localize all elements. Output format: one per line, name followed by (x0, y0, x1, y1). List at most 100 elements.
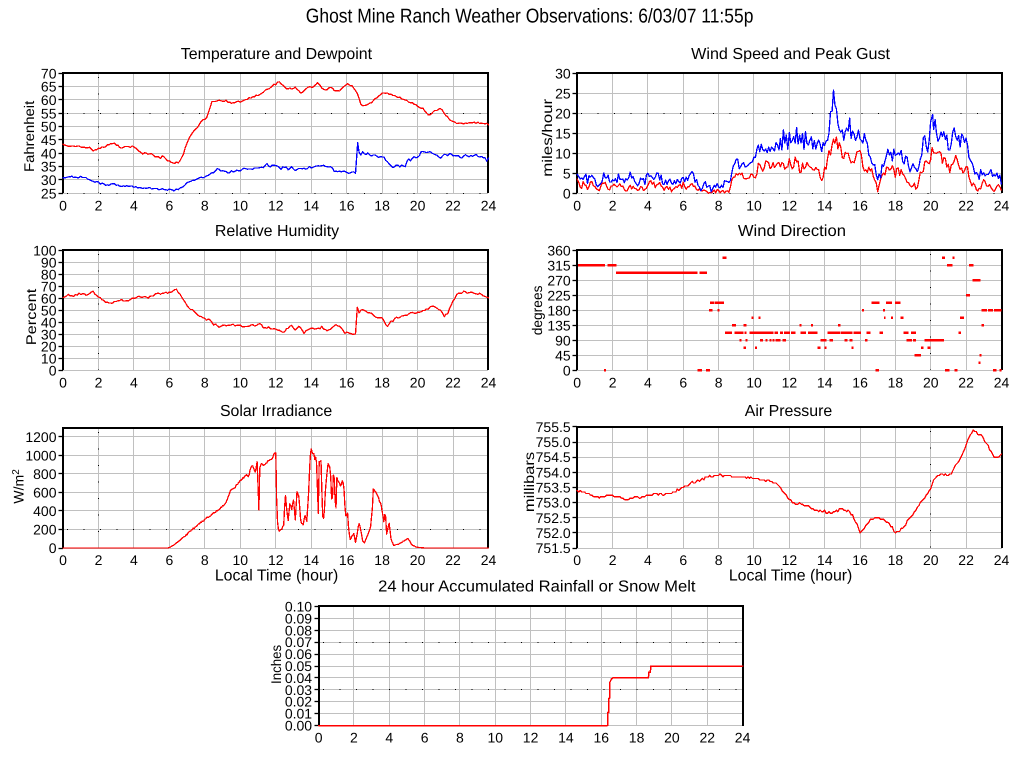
svg-text:10: 10 (488, 730, 504, 746)
svg-text:55: 55 (41, 105, 57, 121)
svg-text:2: 2 (95, 552, 103, 568)
svg-text:18: 18 (374, 374, 390, 390)
svg-text:70: 70 (41, 65, 57, 81)
svg-text:22: 22 (958, 197, 974, 213)
svg-text:Wind Direction: Wind Direction (738, 223, 846, 240)
svg-text:0.05: 0.05 (285, 658, 312, 674)
svg-text:30: 30 (41, 326, 57, 342)
svg-text:0.06: 0.06 (285, 646, 312, 662)
svg-text:35: 35 (41, 159, 57, 175)
svg-text:4: 4 (644, 374, 652, 390)
svg-text:0.04: 0.04 (285, 670, 312, 686)
svg-text:0: 0 (573, 197, 581, 213)
svg-text:12: 12 (782, 197, 798, 213)
svg-text:45: 45 (41, 132, 57, 148)
svg-text:24: 24 (481, 197, 497, 213)
svg-text:100: 100 (33, 242, 57, 258)
svg-text:0.08: 0.08 (285, 622, 312, 638)
svg-text:8: 8 (201, 197, 209, 213)
svg-text:20: 20 (41, 338, 57, 354)
svg-text:755.0: 755.0 (536, 434, 571, 450)
svg-text:18: 18 (888, 197, 904, 213)
svg-text:752.0: 752.0 (536, 525, 571, 541)
svg-text:8: 8 (715, 552, 723, 568)
svg-text:Inches: Inches (268, 645, 284, 684)
svg-text:4: 4 (644, 197, 652, 213)
svg-text:12: 12 (268, 552, 284, 568)
svg-text:755.5: 755.5 (536, 419, 571, 435)
svg-text:90: 90 (555, 332, 571, 348)
svg-text:30: 30 (555, 65, 571, 81)
svg-text:10: 10 (555, 145, 571, 161)
svg-text:60: 60 (41, 92, 57, 108)
svg-text:753.0: 753.0 (536, 495, 571, 511)
svg-text:16: 16 (852, 552, 868, 568)
svg-text:4: 4 (130, 197, 138, 213)
svg-text:270: 270 (547, 272, 571, 288)
svg-text:0: 0 (573, 552, 581, 568)
svg-text:Solar Irradiance: Solar Irradiance (220, 403, 332, 420)
svg-text:16: 16 (339, 374, 355, 390)
svg-text:10: 10 (233, 552, 249, 568)
svg-text:752.5: 752.5 (536, 510, 571, 526)
svg-text:Percent: Percent (23, 289, 39, 346)
svg-text:14: 14 (817, 552, 833, 568)
svg-text:50: 50 (41, 119, 57, 135)
svg-text:10: 10 (746, 552, 762, 568)
svg-text:14: 14 (303, 197, 319, 213)
svg-text:20: 20 (410, 552, 426, 568)
svg-text:millibars: millibars (521, 452, 537, 512)
svg-text:14: 14 (817, 374, 833, 390)
svg-text:40: 40 (41, 145, 57, 161)
svg-text:16: 16 (852, 197, 868, 213)
svg-text:90: 90 (41, 254, 57, 270)
svg-text:135: 135 (547, 317, 571, 333)
svg-text:12: 12 (268, 197, 284, 213)
svg-text:14: 14 (303, 552, 319, 568)
svg-text:16: 16 (852, 374, 868, 390)
svg-text:50: 50 (41, 302, 57, 318)
svg-text:40: 40 (41, 314, 57, 330)
svg-text:14: 14 (817, 197, 833, 213)
svg-text:6: 6 (679, 552, 687, 568)
svg-text:8: 8 (201, 552, 209, 568)
svg-text:10: 10 (746, 374, 762, 390)
svg-text:800: 800 (33, 466, 57, 482)
svg-text:0: 0 (573, 374, 581, 390)
svg-text:22: 22 (445, 197, 461, 213)
svg-text:24: 24 (994, 374, 1010, 390)
svg-text:12: 12 (268, 374, 284, 390)
svg-text:0: 0 (49, 540, 57, 556)
svg-text:0: 0 (59, 552, 67, 568)
svg-text:20: 20 (410, 197, 426, 213)
svg-text:754.0: 754.0 (536, 464, 571, 480)
svg-text:20: 20 (555, 105, 571, 121)
svg-text:16: 16 (339, 552, 355, 568)
svg-text:0.01: 0.01 (285, 706, 312, 722)
svg-text:0.10: 0.10 (285, 599, 312, 615)
svg-text:5: 5 (563, 165, 571, 181)
svg-text:20: 20 (664, 730, 680, 746)
svg-text:10: 10 (41, 350, 57, 366)
svg-text:0: 0 (315, 730, 323, 746)
svg-text:10: 10 (233, 197, 249, 213)
svg-text:6: 6 (679, 197, 687, 213)
svg-text:1200: 1200 (25, 429, 56, 445)
svg-text:18: 18 (629, 730, 645, 746)
svg-text:22: 22 (445, 374, 461, 390)
svg-text:15: 15 (555, 125, 571, 141)
svg-text:0: 0 (59, 374, 67, 390)
svg-text:0.07: 0.07 (285, 634, 312, 650)
svg-text:22: 22 (700, 730, 716, 746)
svg-text:20: 20 (923, 197, 939, 213)
svg-text:6: 6 (679, 374, 687, 390)
svg-text:8: 8 (715, 197, 723, 213)
svg-text:0: 0 (49, 362, 57, 378)
svg-text:6: 6 (421, 730, 429, 746)
svg-text:6: 6 (166, 197, 174, 213)
svg-text:25: 25 (41, 185, 57, 201)
svg-text:Relative Humidity: Relative Humidity (215, 223, 339, 240)
svg-text:Local Time (hour): Local Time (hour) (215, 568, 339, 585)
svg-text:0.09: 0.09 (285, 610, 312, 626)
svg-text:753.5: 753.5 (536, 480, 571, 496)
